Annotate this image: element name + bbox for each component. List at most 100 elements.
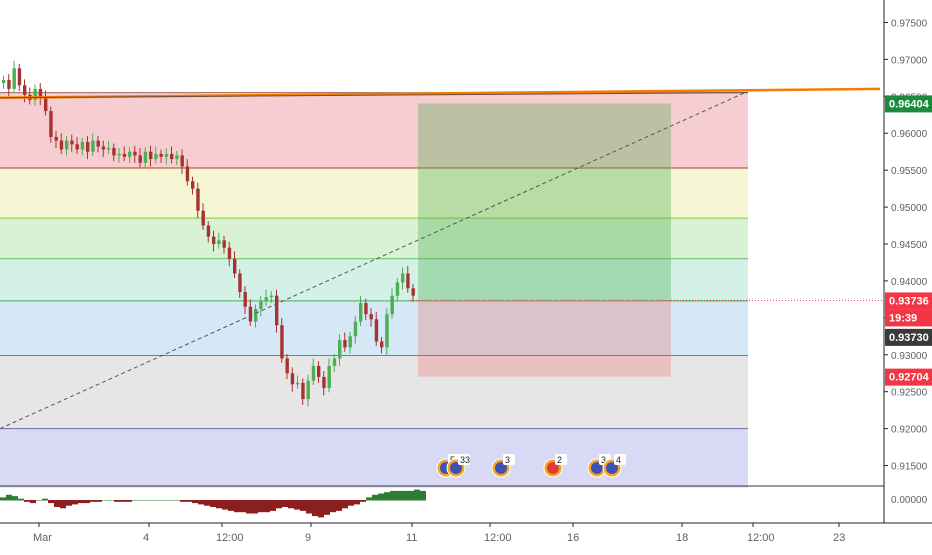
current-price-label-bg [885,292,932,310]
candle-body [254,308,258,322]
candle-body [107,148,111,150]
candle-body [143,151,148,163]
event-marker[interactable]: 2 [543,454,567,478]
us-flag-icon [495,462,507,474]
candle-body [290,373,295,385]
oscillator-bar [306,500,312,514]
oscillator-bar [396,490,402,501]
candle-body [343,340,347,348]
candle-body [33,88,37,100]
event-count: 3 [505,455,510,465]
candle-body [380,341,384,348]
oscillator-bar [138,500,144,501]
time-tick-label: 23 [833,532,845,544]
oscillator-bar [312,500,318,517]
candle-body [133,151,137,156]
oscillator-bar [420,490,426,501]
price-tick-label: 0.93000 [891,351,928,362]
price-tick-label: 0.94000 [891,277,928,288]
time-tick-label: 18 [676,532,688,544]
candle-body [191,181,195,189]
entry-price-label: 0.93730 [885,328,932,346]
event-count-badge [458,454,470,465]
candle-body [122,153,127,157]
candle-body [70,140,74,145]
candle-body [159,153,163,157]
projection-line[interactable] [0,92,746,430]
candle-body [390,295,394,315]
candle-body [128,151,132,157]
target-zone[interactable] [418,103,671,301]
candle-body [17,68,22,86]
time-tick-label: 12:00 [747,532,775,544]
us-flag-icon [591,462,603,474]
oscillator-bar [48,500,54,504]
oscillator-bar [402,490,408,501]
long-position-tool[interactable] [410,103,884,377]
oscillator-bar [408,490,414,501]
candle-body [317,365,321,377]
entry-price-label-bg [885,328,932,346]
time-tick-label: 9 [305,532,311,544]
event-count-badge [503,454,515,465]
candle-body [212,236,216,244]
oscillator-bar [336,500,342,511]
event-marker[interactable]: 3 [491,454,515,478]
candle-body [238,273,242,292]
candle-body [154,153,158,160]
oscillator-bar [42,498,48,501]
candle-body [264,297,268,302]
oscillator-bar [12,496,18,501]
candle-body [306,380,310,400]
oscillator-bar [318,500,324,518]
oscillator-bar [414,489,420,501]
swiss-flag-icon [547,462,559,474]
candle-body [38,88,43,98]
oscillator-bar [168,500,174,501]
candle-body [96,140,100,147]
fib-zone [0,167,748,219]
candle-body [243,292,247,307]
oscillator-bar [186,500,192,502]
stop-zone[interactable] [418,300,671,377]
candle-body [348,336,352,348]
candle-body [112,148,116,156]
candle-body [296,382,300,385]
oscillator-bar [276,500,282,509]
target-price-label-bg [885,95,932,113]
candle-body [411,288,415,296]
candle-body [201,210,205,226]
candle-body [80,142,85,150]
oscillator-bar [132,500,138,501]
bar-countdown-label-bg [885,309,932,327]
price-tick-label: 0.92000 [891,425,928,436]
oscillator-bar [90,500,96,502]
stop-price-label-text: 0.92704 [889,372,930,384]
current-price-label: 0.93736 [885,292,932,310]
oscillator-bar [372,494,378,501]
fib-zone [0,218,748,259]
candle-body [369,314,373,320]
price-tick-label: 0.95500 [891,166,928,177]
candle-body [65,140,69,150]
candle-body [12,68,16,89]
oscillator-bar [294,500,300,510]
drawing-overlays [0,87,881,430]
candle-body [374,319,379,342]
candle-body [301,382,305,400]
event-marker[interactable]: 33 [446,454,470,478]
oscillator-bar [330,500,336,513]
oscillator-bar [240,500,246,513]
oscillator-bar [174,500,180,501]
oscillator-bar [384,492,390,501]
oscillator-bar [120,500,126,502]
event-marker[interactable]: 4 [602,454,626,478]
oscillator-bar [390,490,396,501]
price-tick-label: 0.91500 [891,462,928,473]
event-marker[interactable]: 3 [587,454,611,478]
candle-body [101,146,106,150]
candle-body [49,111,53,137]
price-tick-label: 0.92500 [891,388,928,399]
